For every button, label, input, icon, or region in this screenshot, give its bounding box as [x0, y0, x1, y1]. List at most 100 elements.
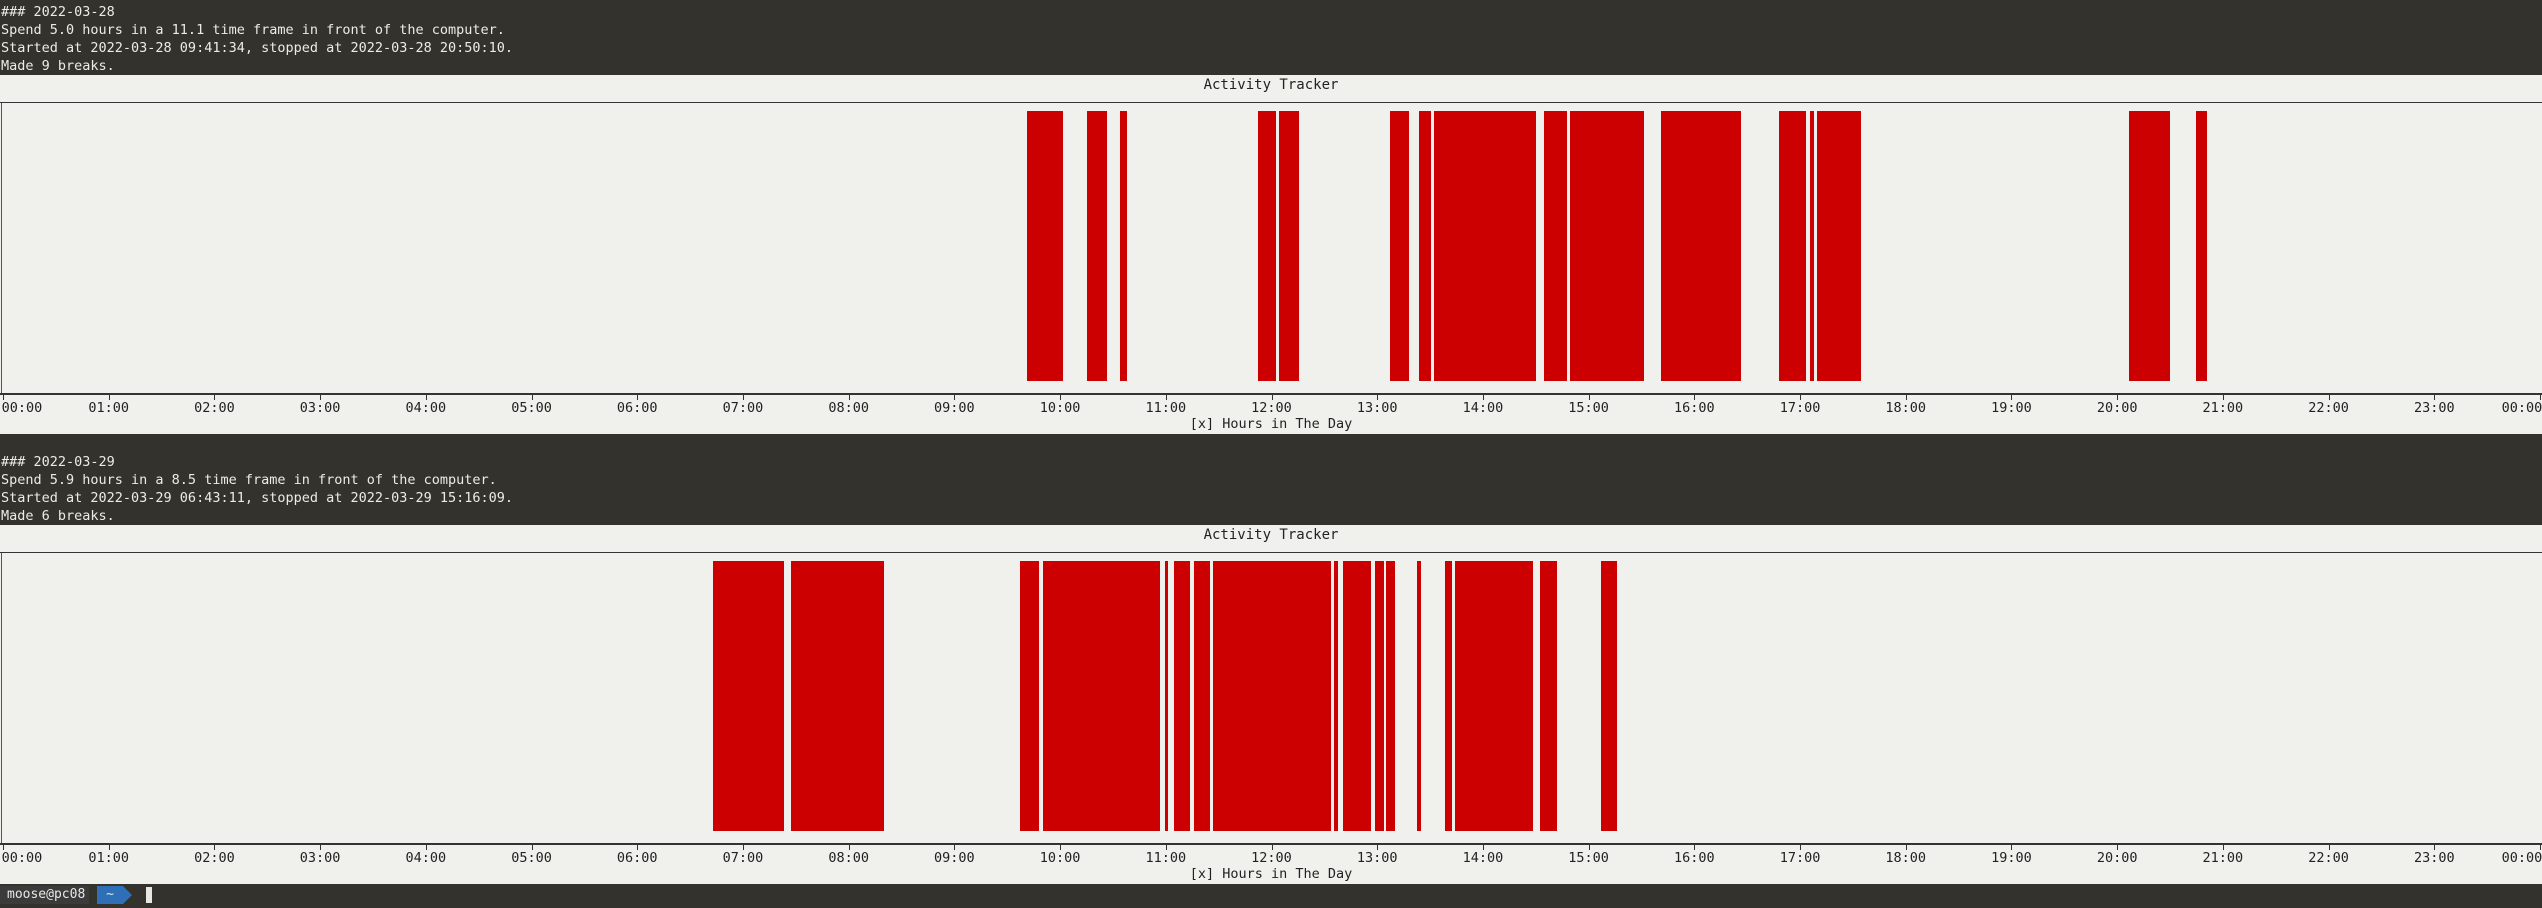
- x-tick: [3, 393, 4, 400]
- x-tick: [531, 393, 533, 400]
- prompt-cwd: ~: [97, 886, 123, 904]
- day-summary: Spend 5.9 hours in a 8.5 time frame in f…: [1, 472, 497, 488]
- x-tick: [2434, 393, 2436, 400]
- activity-bar: [1816, 111, 1862, 381]
- x-tick-label: 00:00: [2501, 400, 2542, 416]
- x-tick-label: 22:00: [2308, 400, 2349, 416]
- x-tick: [320, 843, 322, 850]
- terminal-cursor[interactable]: [146, 887, 152, 903]
- activity-bar: [2196, 111, 2207, 381]
- activity-chart-1: Activity Tracker [x] Hours in The Day 00…: [0, 75, 2542, 434]
- x-tick-label: 08:00: [828, 850, 869, 866]
- activity-bar: [1444, 561, 1453, 831]
- x-tick: [637, 393, 639, 400]
- activity-bar: [1434, 111, 1536, 381]
- activity-bar: [1257, 111, 1276, 381]
- activity-bar: [1213, 561, 1331, 831]
- x-tick-label: 19:00: [1991, 400, 2032, 416]
- x-tick-label: 13:00: [1356, 850, 1398, 866]
- day-section-1: ### 2022-03-28 Spend 5.0 hours in a 11.1…: [0, 0, 2542, 434]
- x-tick-label: 22:00: [2308, 850, 2349, 866]
- x-tick-label: 09:00: [934, 400, 975, 416]
- x-tick: [848, 843, 850, 850]
- chart-plot-area: [0, 553, 2542, 844]
- x-tick: [1588, 393, 1590, 400]
- x-tick: [320, 393, 322, 400]
- chart-top-border: [0, 552, 2542, 553]
- activity-bar: [1601, 561, 1618, 831]
- x-tick-label: 10:00: [1039, 400, 1081, 416]
- activity-bar: [1278, 111, 1299, 381]
- activity-bar: [1809, 111, 1814, 381]
- x-tick-label: 16:00: [1674, 850, 1715, 866]
- activity-bar: [713, 561, 785, 831]
- x-tick: [1800, 393, 1802, 400]
- activity-bar: [1417, 561, 1421, 831]
- x-tick-label: 09:00: [934, 850, 975, 866]
- x-tick-label: 11:00: [1145, 400, 1187, 416]
- activity-bar: [1027, 111, 1064, 381]
- x-tick-label: 12:00: [1251, 850, 1292, 866]
- day-summary: Spend 5.0 hours in a 11.1 time frame in …: [1, 22, 505, 38]
- x-tick-label: 00:00: [2501, 850, 2542, 866]
- x-tick: [954, 393, 956, 400]
- x-tick-label: 02:00: [194, 400, 235, 416]
- activity-bar: [1343, 561, 1371, 831]
- x-tick: [1800, 843, 1802, 850]
- x-tick: [742, 393, 744, 400]
- x-tick: [848, 393, 850, 400]
- x-tick: [1271, 843, 1273, 850]
- x-tick: [2540, 393, 2541, 400]
- activity-bar: [1086, 111, 1107, 381]
- x-tick-label: 13:00: [1356, 400, 1398, 416]
- x-tick: [1271, 393, 1273, 400]
- day-breaks: Made 9 breaks.: [1, 58, 115, 74]
- x-tick-label: 21:00: [2202, 850, 2244, 866]
- x-tick: [2011, 393, 2013, 400]
- x-tick-label: 00:00: [1, 400, 43, 416]
- x-tick: [1905, 843, 1907, 850]
- x-tick-label: 11:00: [1145, 850, 1187, 866]
- activity-bar: [1544, 111, 1568, 381]
- activity-bar: [1778, 111, 1807, 381]
- x-tick-label: 14:00: [1462, 850, 1504, 866]
- chart-top-border: [0, 102, 2542, 103]
- chart-title: Activity Tracker: [1203, 77, 1339, 93]
- x-tick: [108, 393, 110, 400]
- x-tick-label: 19:00: [1991, 850, 2032, 866]
- activity-bar: [1174, 561, 1191, 831]
- x-axis-line: [0, 393, 2542, 395]
- x-tick: [2222, 393, 2224, 400]
- x-tick: [1588, 843, 1590, 850]
- chart-left-border: [1, 103, 2, 394]
- x-tick: [1694, 393, 1696, 400]
- x-tick-label: 06:00: [616, 400, 658, 416]
- chart-title: Activity Tracker: [1203, 527, 1339, 543]
- activity-bar: [1660, 111, 1741, 381]
- x-tick-label: 23:00: [2413, 850, 2455, 866]
- x-tick-label: 20:00: [2096, 400, 2138, 416]
- x-tick-label: 20:00: [2096, 850, 2138, 866]
- x-tick: [1482, 393, 1484, 400]
- activity-bar: [1385, 561, 1396, 831]
- activity-bar: [1333, 561, 1339, 831]
- x-tick-label: 07:00: [722, 400, 764, 416]
- x-tick: [2011, 843, 2013, 850]
- x-tick: [1060, 393, 1062, 400]
- x-tick-label: 12:00: [1251, 400, 1292, 416]
- activity-bar: [1539, 561, 1557, 831]
- x-tick: [1060, 843, 1062, 850]
- x-tick: [3, 843, 4, 850]
- x-tick: [1905, 393, 1907, 400]
- chart-left-border: [1, 553, 2, 844]
- x-tick-label: 17:00: [1779, 850, 1821, 866]
- x-axis-label: [x] Hours in The Day: [1189, 416, 1353, 432]
- x-tick: [637, 843, 639, 850]
- x-tick-label: 04:00: [405, 400, 447, 416]
- x-tick-label: 01:00: [88, 400, 130, 416]
- x-tick: [1482, 843, 1484, 850]
- x-tick-label: 06:00: [616, 850, 658, 866]
- x-tick-label: 18:00: [1885, 850, 1927, 866]
- x-tick-label: 16:00: [1674, 400, 1715, 416]
- activity-bar: [2128, 111, 2170, 381]
